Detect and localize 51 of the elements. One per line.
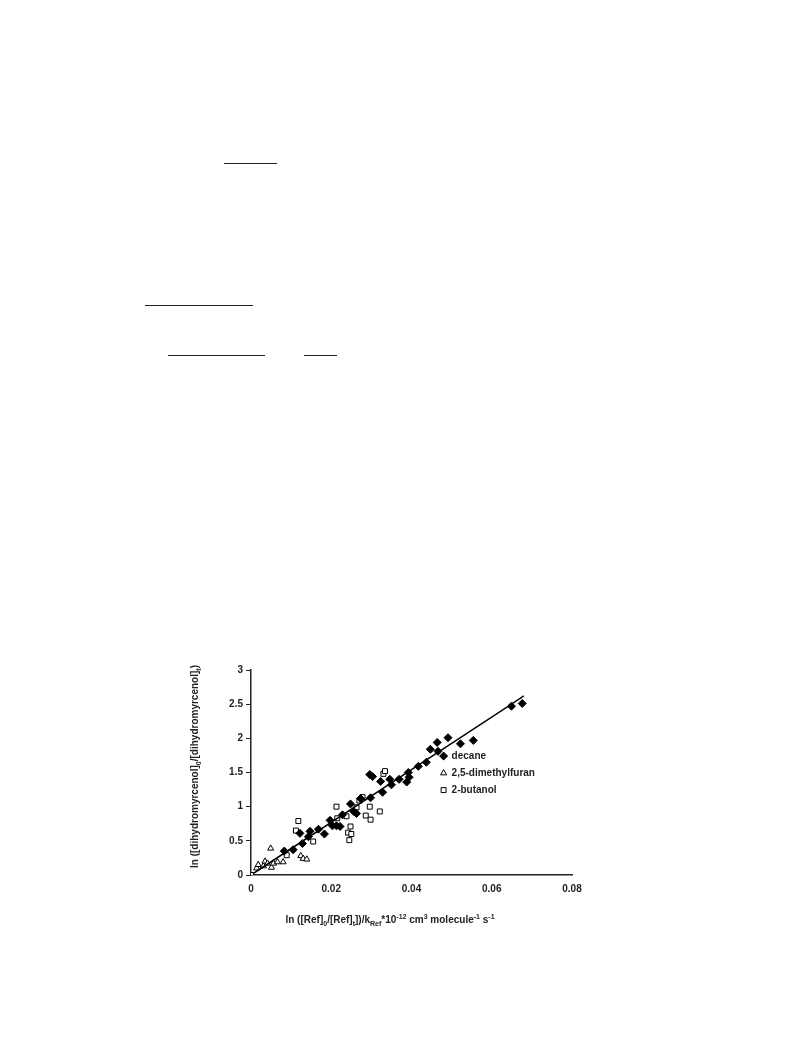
point bbox=[362, 812, 369, 819]
y-tick-label: 0 bbox=[237, 868, 244, 880]
point bbox=[295, 818, 302, 824]
point bbox=[468, 735, 478, 745]
y-tick-label: 0.5 bbox=[229, 834, 244, 846]
point bbox=[432, 737, 442, 747]
point bbox=[337, 810, 347, 820]
point bbox=[367, 816, 374, 823]
y-tick-label: 1.5 bbox=[229, 766, 244, 778]
point bbox=[279, 858, 287, 865]
y-tick-label: 3 bbox=[237, 663, 244, 675]
point bbox=[305, 826, 315, 836]
point bbox=[267, 863, 275, 870]
point bbox=[346, 837, 353, 844]
point bbox=[517, 698, 527, 708]
point bbox=[366, 793, 376, 803]
point bbox=[376, 776, 386, 786]
point bbox=[310, 838, 317, 845]
y-tick-label: 2.5 bbox=[229, 697, 244, 709]
legend-label: 2-butanol bbox=[451, 783, 497, 795]
point bbox=[267, 844, 275, 851]
point bbox=[443, 733, 453, 743]
x-tick-label: 0 bbox=[248, 882, 255, 894]
x-tick-label: 0.06 bbox=[482, 882, 502, 894]
point bbox=[433, 746, 443, 756]
x-tick-label: 0.08 bbox=[562, 882, 583, 894]
point bbox=[366, 803, 373, 810]
y-tick-label: 1 bbox=[237, 800, 244, 812]
point bbox=[385, 774, 395, 784]
point bbox=[347, 823, 354, 830]
point bbox=[303, 855, 311, 862]
legend-label: decane bbox=[451, 749, 487, 761]
point bbox=[378, 787, 388, 797]
y-tick-label: 2 bbox=[237, 732, 244, 744]
point bbox=[455, 739, 465, 749]
point bbox=[297, 839, 307, 849]
point bbox=[386, 780, 396, 790]
point bbox=[295, 828, 305, 838]
legend-label: 2,5-dimethylfuran bbox=[451, 766, 535, 778]
point bbox=[506, 701, 516, 711]
text: ln ([Ref]$_{0}$/[Ref]$_{t}$])/k$_{Ref}$*10$^{-12}$ cm$^{3}$ molecule$^{-1}$ s$^{-1}$ bbox=[285, 913, 495, 928]
point bbox=[425, 744, 435, 754]
point bbox=[376, 808, 383, 815]
x-tick-label: 0.02 bbox=[321, 882, 342, 894]
point bbox=[319, 829, 329, 839]
point bbox=[333, 803, 340, 810]
point bbox=[346, 799, 356, 809]
point bbox=[273, 858, 282, 865]
x-tick-label: 0.04 bbox=[401, 882, 422, 894]
point bbox=[254, 860, 262, 867]
point bbox=[394, 774, 404, 784]
